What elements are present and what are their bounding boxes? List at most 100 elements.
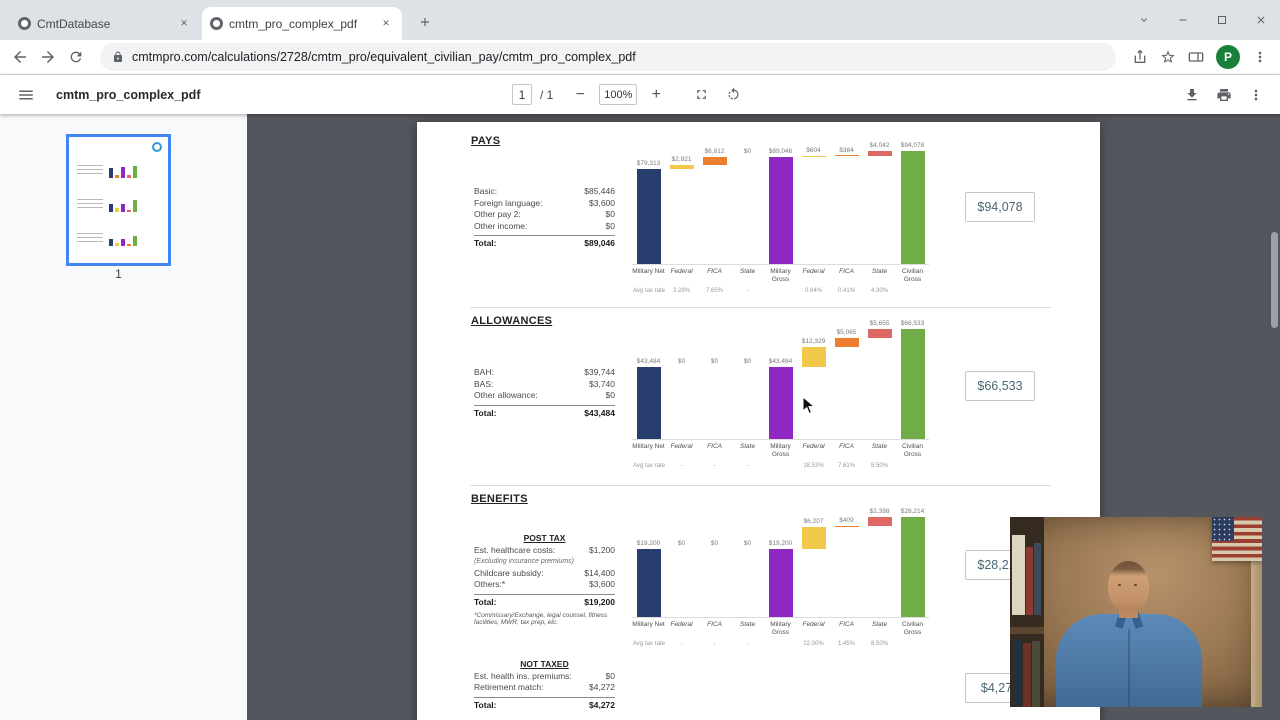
tab-strip: CmtDatabase ✕ cmtm_pro_complex_pdf ✕ <box>0 0 1280 40</box>
rotate-button[interactable] <box>717 79 749 111</box>
chart-column: $43,484 <box>632 330 665 439</box>
tab-search-button[interactable] <box>1124 0 1163 40</box>
row-label: Others:* <box>474 579 506 589</box>
window-frame <box>1251 561 1262 707</box>
allowances-chart: $43,484 $0 $0 $0 $43,484 $12,329 $5,065 $5,655 $… <box>632 320 929 469</box>
zoom-level[interactable]: 100% <box>599 84 638 105</box>
avg-tax-rate-value: - <box>746 463 749 469</box>
x-axis-label: Military Net <box>632 621 665 628</box>
chart-plot: $19,200 $0 $0 $0 $19,200 $6,207 $409 $2,398 $28,… <box>632 508 929 618</box>
avg-tax-rate-value: - <box>680 463 683 469</box>
profile-avatar[interactable]: P <box>1216 45 1240 69</box>
minimize-button[interactable] <box>1163 0 1202 40</box>
section-title-pays: PAYS <box>471 135 501 147</box>
bar-value-label: $12,329 <box>801 337 826 345</box>
row-value: $14,400 <box>584 567 615 578</box>
row-label: Other pay 2: <box>474 209 521 219</box>
row-value: $39,744 <box>584 367 615 377</box>
x-axis-labels: Military Net Federal FICA State Military Gro… <box>632 621 929 636</box>
bar-value-label: $6,207 <box>803 517 824 525</box>
share-button[interactable] <box>1126 43 1154 71</box>
chart-column: $79,313 <box>632 152 665 264</box>
chart-column: $0 <box>698 518 731 617</box>
back-button[interactable] <box>6 43 34 71</box>
chart-plot: $79,313 $2,921 $6,812 $0 $89,046 $604 $384 $4,0… <box>632 142 929 265</box>
tab-close-icon[interactable]: ✕ <box>180 18 188 28</box>
tab-close-icon[interactable]: ✕ <box>382 18 390 28</box>
page-number-input[interactable]: 1 <box>512 84 532 105</box>
avg-tax-rate-label: Avg tax rate <box>633 463 665 469</box>
row-label: Total: <box>474 407 497 418</box>
row-value: $89,046 <box>584 238 615 248</box>
row-value: $3,600 <box>589 579 615 589</box>
chart-column: $2,921 <box>665 152 698 264</box>
chart-column: $43,484 <box>764 330 797 439</box>
x-axis-label: State <box>739 621 756 628</box>
avg-tax-rate-value: 3.28% <box>672 288 690 294</box>
table-subtitle: NOT TAXED <box>520 659 569 669</box>
rotate-icon <box>728 87 739 100</box>
page-thumbnail[interactable] <box>66 134 171 266</box>
table-row: BAS: $3,740 <box>474 379 615 391</box>
bar-value-label: $79,313 <box>636 159 661 167</box>
print-icon <box>1217 88 1231 101</box>
row-value: $19,200 <box>584 596 615 607</box>
chart-column: $28,214 <box>896 508 929 617</box>
tab-pdf-active[interactable]: cmtm_pro_complex_pdf ✕ <box>202 7 402 40</box>
x-axis-label: FICA <box>839 443 854 450</box>
scrollbar-thumb[interactable] <box>1271 232 1278 328</box>
chart-column: $66,533 <box>896 320 929 439</box>
browser-menu-button[interactable] <box>1246 43 1274 71</box>
zoom-out-button[interactable]: − <box>575 85 586 103</box>
forward-button[interactable] <box>34 43 62 71</box>
chart-column: $94,078 <box>896 142 929 264</box>
maximize-button[interactable] <box>1202 0 1241 40</box>
thumbnail-page-number: 1 <box>115 267 122 281</box>
print-button[interactable] <box>1208 79 1240 111</box>
waterfall-bar-state <box>867 151 892 156</box>
thumbnail-logo-icon <box>152 142 162 152</box>
table-row: Est. health ins. premiums: $0 <box>474 671 615 683</box>
row-value: $0 <box>605 390 615 400</box>
bookmark-button[interactable] <box>1154 43 1182 71</box>
bar-value-label: $5,065 <box>836 329 857 337</box>
pdf-menu-button[interactable] <box>10 79 42 111</box>
avg-tax-rate-value <box>896 641 929 647</box>
reload-button[interactable] <box>62 43 90 71</box>
chart-column: $4,042 <box>863 142 896 264</box>
x-axis-label: Military Net <box>632 268 665 275</box>
forward-icon <box>42 51 54 63</box>
tab-cmtdatabase[interactable]: CmtDatabase ✕ <box>10 7 200 40</box>
avg-tax-rate-value: 8.50% <box>870 641 888 647</box>
avg-tax-rate-value: - <box>746 641 749 647</box>
x-axis-label: Federal <box>670 443 693 450</box>
close-window-button[interactable] <box>1241 0 1280 40</box>
avg-tax-rate-value: 4.30% <box>870 288 888 294</box>
row-label: Other income: <box>474 220 528 231</box>
x-axis-label: State <box>739 443 756 450</box>
side-panel-button[interactable] <box>1182 43 1210 71</box>
reload-icon <box>70 51 82 63</box>
chart-column: $5,065 <box>830 329 863 439</box>
allowances-table: BAH: $39,744 BAS: $3,740 Other allowance: $0 T… <box>474 367 615 419</box>
waterfall-bar-fica <box>834 338 859 347</box>
x-axis-label: FICA <box>707 443 722 450</box>
back-icon <box>14 51 26 63</box>
download-button[interactable] <box>1176 79 1208 111</box>
kebab-menu-icon <box>1258 51 1262 63</box>
x-axis-labels: Military Net Federal FICA State Military Gro… <box>632 443 929 458</box>
row-label: BAH: <box>474 367 494 377</box>
chart-column: $604 <box>797 147 830 264</box>
fit-page-button[interactable] <box>685 79 717 111</box>
chart-column: $19,200 <box>764 518 797 617</box>
new-tab-button[interactable] <box>412 9 438 35</box>
share-icon <box>1134 49 1146 63</box>
url-bar[interactable]: cmtmpro.com/calculations/2728/cmtm_pro/e… <box>100 43 1116 71</box>
table-row: Est. healthcare costs: $1,200 <box>474 545 615 557</box>
zoom-in-button[interactable]: + <box>651 85 662 103</box>
pdf-page-zoom-controls: 1 / 1 − 100% + <box>512 79 749 111</box>
avg-tax-rate-value: 0.41% <box>837 288 855 294</box>
row-value: $0 <box>605 670 615 681</box>
pdf-more-options-button[interactable] <box>1240 79 1272 111</box>
